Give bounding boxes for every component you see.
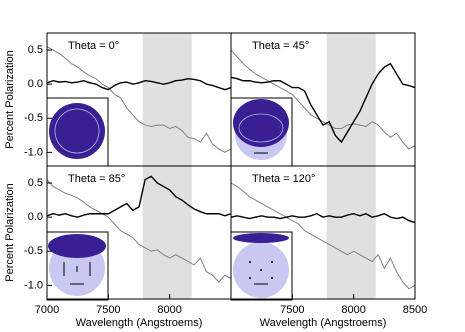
inset-arrows <box>63 262 91 285</box>
y-tick-label: 0.5 <box>28 177 43 189</box>
x-axis-label: Wavelength (Angstroems) <box>260 317 387 329</box>
shaded-band <box>326 166 376 299</box>
x-tick-label: 8000 <box>341 304 365 316</box>
y-tick-label: -1.0 <box>24 146 43 158</box>
panel-title: Theta = 120° <box>252 173 315 185</box>
series-line <box>230 62 416 144</box>
x-tick-label: 7500 <box>96 304 120 316</box>
series-line <box>46 179 232 283</box>
panel-frame <box>230 165 416 300</box>
x-tick-label: 8000 <box>157 304 181 316</box>
y-tick-label: -0.5 <box>24 245 43 257</box>
panel-title: Theta = 45° <box>252 40 309 52</box>
y-axis-label: Percent Polarization <box>4 183 16 281</box>
series-line <box>230 212 416 224</box>
x-tick-label: 7000 <box>35 304 59 316</box>
inset-ring <box>54 108 100 154</box>
inset-disk <box>233 233 289 243</box>
shaded-band <box>326 33 376 166</box>
series-line <box>230 49 416 150</box>
y-tick-label: -1.0 <box>24 279 43 291</box>
y-tick-label: 0.0 <box>28 211 43 223</box>
y-tick-label: 0.5 <box>28 44 43 56</box>
series-line <box>46 46 232 153</box>
inset-disk <box>48 234 106 258</box>
plots <box>46 33 416 299</box>
inset-dots <box>249 261 273 279</box>
y-tick-label: -0.5 <box>24 112 43 124</box>
y-tick-label: 0.0 <box>28 78 43 90</box>
inset-disk <box>49 103 105 159</box>
inset-disk <box>233 99 289 147</box>
series-line <box>46 77 232 91</box>
series-line <box>46 175 232 218</box>
shaded-band <box>142 33 192 166</box>
inset-ring <box>238 113 284 143</box>
x-tick-label: 7500 <box>280 304 304 316</box>
x-axis-label: Wavelength (Angstroems) <box>76 317 203 329</box>
insets <box>46 97 293 301</box>
panel-title: Theta = 0° <box>68 40 119 52</box>
series-line <box>230 182 416 290</box>
shaded-band <box>142 166 192 299</box>
x-tick-label: 8500 <box>403 304 427 316</box>
frames: 0.5 0.0 -0.5 -1.0 Theta = 0° Percent Polariza… <box>4 32 427 329</box>
y-axis-label: Percent Polarization <box>4 50 16 148</box>
panel-title: Theta = 85° <box>68 173 125 185</box>
